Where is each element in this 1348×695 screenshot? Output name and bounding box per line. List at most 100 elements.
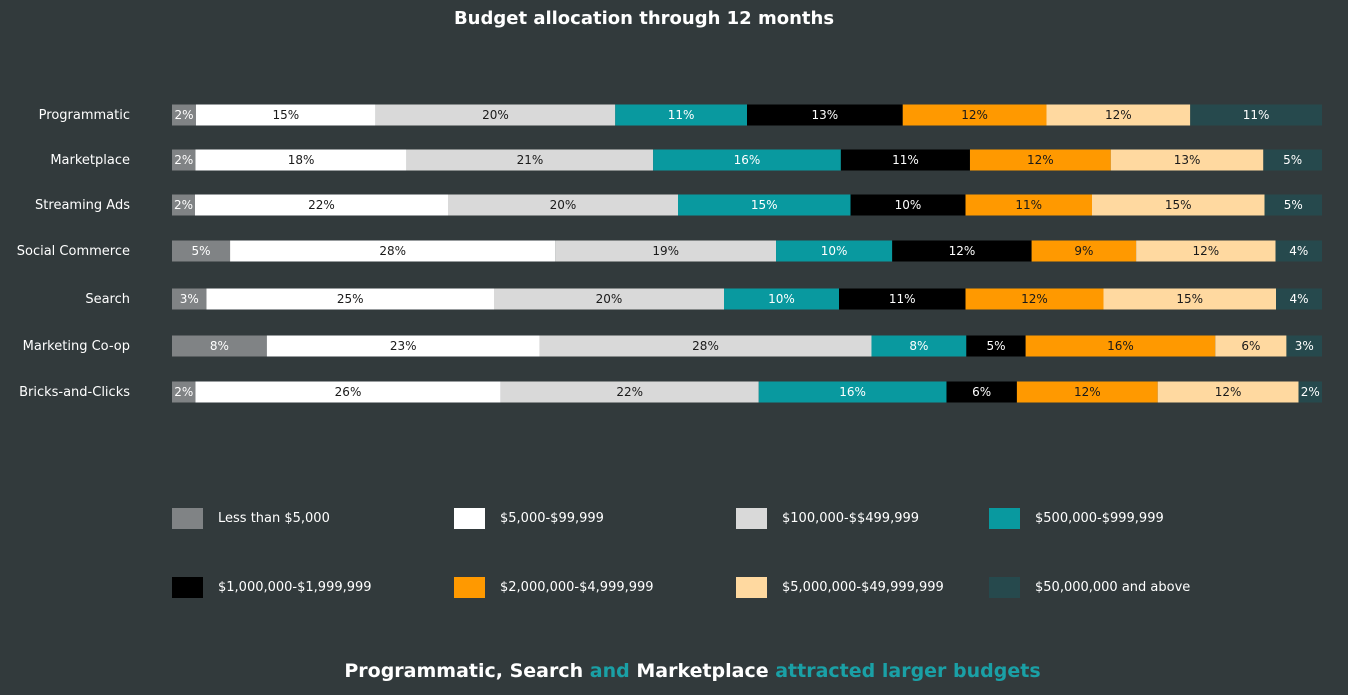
bar-segment [776, 240, 893, 262]
bar-segment [1031, 240, 1137, 262]
bar-value-label: 11% [668, 108, 695, 122]
bar-segment [500, 381, 759, 403]
bar-value-label: 12% [1215, 385, 1242, 399]
bar-segment [1264, 194, 1322, 216]
bar-segment [172, 104, 196, 126]
bar-segment [1276, 288, 1322, 310]
bar-segment [1103, 288, 1276, 310]
legend-label: $100,000-$$499,999 [782, 510, 920, 526]
category-label: Marketing Co-op [23, 339, 130, 354]
bar-segment [724, 288, 839, 310]
bar-segment [172, 381, 196, 403]
bar-segment [266, 335, 540, 357]
bar-value-label: 11% [1243, 108, 1270, 122]
bar-value-label: 23% [390, 339, 417, 353]
legend-label: Less than $5,000 [218, 510, 330, 526]
stacked-bar-chart: Programmatic 2% 15% 20% 11% 13% 12% 12% 11% Marke… [17, 104, 1322, 403]
bar-value-label: 10% [821, 244, 848, 258]
legend-item: $500,000-$999,999 [989, 507, 1164, 529]
footer-part-4: attracted larger budgets [768, 660, 1041, 682]
legend-swatch [172, 576, 203, 598]
bar-value-label: 28% [692, 339, 719, 353]
bar-segment [965, 194, 1092, 216]
bar-segment [615, 104, 747, 126]
bar-segment [839, 288, 966, 310]
bar-segment [494, 288, 724, 310]
legend-item: $5,000-$99,999 [454, 507, 604, 529]
legend-item: $1,000,000-$1,999,999 [172, 576, 372, 598]
bar-value-label: 2% [174, 153, 193, 167]
bar-segment [1136, 240, 1276, 262]
bar-segment [902, 104, 1047, 126]
bar-segment [1298, 381, 1322, 403]
category-label: Bricks-and-Clicks [19, 385, 130, 400]
bar-segment [1092, 194, 1265, 216]
bar-value-label: 8% [909, 339, 928, 353]
bar-segment [653, 149, 841, 171]
category-label: Social Commerce [17, 244, 130, 259]
bar-value-label: 12% [961, 108, 988, 122]
bar-value-label: 2% [174, 108, 193, 122]
bar-value-label: 11% [1015, 198, 1042, 212]
bar-segment [195, 194, 448, 216]
bar-value-label: 15% [751, 198, 778, 212]
bar-value-label: 15% [1176, 292, 1203, 306]
bar-value-label: 2% [174, 198, 193, 212]
bar-segment [195, 149, 407, 171]
chart-title: Budget allocation through 12 months [453, 8, 835, 29]
bar-value-label: 20% [596, 292, 623, 306]
bar-value-label: 10% [768, 292, 795, 306]
bar-segment [375, 104, 616, 126]
bar-segment [871, 335, 967, 357]
legend-swatch [736, 576, 767, 598]
bar-value-label: 2% [1301, 385, 1320, 399]
bar-segment [1025, 335, 1216, 357]
bar-segment [946, 381, 1017, 403]
bar-value-label: 11% [892, 153, 919, 167]
bar-value-label: 6% [1241, 339, 1260, 353]
bar-value-label: 16% [1107, 339, 1134, 353]
bar-value-label: 22% [308, 198, 335, 212]
bar-value-label: 5% [986, 339, 1005, 353]
bar-value-label: 26% [335, 385, 362, 399]
legend-label: $1,000,000-$1,999,999 [218, 579, 372, 595]
bar-value-label: 22% [616, 385, 643, 399]
bar-segment [1190, 104, 1322, 126]
bar-segment [1215, 335, 1287, 357]
bar-segment [206, 288, 494, 310]
bar-segment [1275, 240, 1322, 262]
bar-value-label: 16% [839, 385, 866, 399]
legend-label: $500,000-$999,999 [1035, 510, 1164, 526]
bar-value-label: 12% [1074, 385, 1101, 399]
legend-swatch [989, 576, 1020, 598]
category-label: Search [85, 292, 130, 307]
bar-segment [965, 288, 1104, 310]
legend-label: $2,000,000-$4,999,999 [500, 579, 654, 595]
bar-segment [172, 149, 196, 171]
bar-value-label: 10% [895, 198, 922, 212]
bar-value-label: 12% [1193, 244, 1220, 258]
legend-item: $100,000-$$499,999 [736, 507, 919, 529]
bar-segment [678, 194, 851, 216]
bar-value-label: 15% [1165, 198, 1192, 212]
bar-value-label: 13% [1174, 153, 1201, 167]
bar-value-label: 21% [517, 153, 544, 167]
bar-segment [195, 104, 376, 126]
bar-value-label: 12% [949, 244, 976, 258]
bar-segment [1157, 381, 1299, 403]
bar-value-label: 15% [272, 108, 299, 122]
bar-value-label: 11% [889, 292, 916, 306]
bar-value-label: 20% [550, 198, 577, 212]
bar-value-label: 19% [652, 244, 679, 258]
bar-segment [406, 149, 654, 171]
category-label: Programmatic [39, 108, 130, 123]
bar-value-label: 28% [379, 244, 406, 258]
bar-value-label: 5% [1284, 198, 1303, 212]
bar-value-label: 2% [174, 385, 193, 399]
bar-segment [1286, 335, 1322, 357]
bar-value-label: 20% [482, 108, 509, 122]
bar-value-label: 5% [1283, 153, 1302, 167]
bar-segment [1016, 381, 1158, 403]
footer-part-2: and [583, 660, 637, 682]
bar-segment [172, 335, 267, 357]
